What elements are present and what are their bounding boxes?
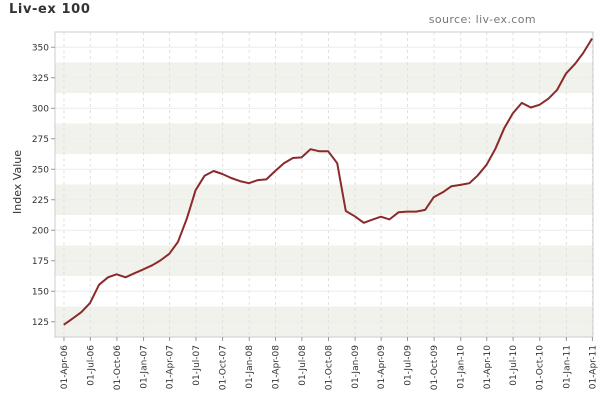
y-tick-label: 250 [32, 165, 49, 175]
series-layer [63, 37, 593, 326]
x-tick-label: 01-Jul-10 [509, 345, 519, 386]
x-tick-label: 01-Oct-09 [430, 345, 440, 390]
y-tick-label: 225 [32, 196, 49, 206]
y-tick-label: 275 [32, 135, 49, 145]
y-tick-label: 325 [32, 74, 49, 84]
chart-title: Liv-ex 100 [9, 2, 91, 17]
x-tick-label: 01-Apr-09 [377, 345, 387, 389]
x-tick-label: 01-Apr-07 [166, 345, 176, 389]
x-tick-label: 01-Apr-11 [588, 345, 598, 389]
x-tick-label: 01-Oct-08 [324, 345, 334, 390]
source-label: source: liv-ex.com [428, 13, 536, 26]
x-axis: 01-Apr-06 01-Jul-06 01-Oct-06 01-Jan-07 01-A… [60, 337, 598, 390]
x-tick-label: 01-Jan-08 [245, 345, 255, 389]
x-tick-label: 01-Jul-08 [298, 345, 308, 386]
x-tick-label: 01-Apr-08 [272, 345, 282, 389]
x-tick-label: 01-Apr-06 [60, 345, 70, 389]
series-line [63, 37, 593, 326]
y-axis-label: Index Value [11, 150, 24, 214]
x-tick-label: 01-Oct-07 [219, 345, 229, 390]
plot-area [54, 31, 594, 338]
x-tick-label: 01-Jan-07 [140, 345, 150, 389]
y-tick-label: 350 [32, 43, 49, 53]
x-tick-label: 01-Jul-06 [86, 345, 96, 386]
y-tick-label: 125 [32, 318, 49, 328]
y-tick-label: 175 [32, 257, 49, 267]
y-axis: 125 150 175 200 225 250 275 300 325 350 [32, 43, 55, 328]
x-tick-label: 01-Jan-09 [351, 345, 361, 389]
y-tick-label: 300 [32, 104, 49, 114]
x-tick-label: 01-Jul-07 [192, 345, 202, 386]
y-tick-label: 200 [32, 226, 49, 236]
x-tick-label: 01-Jul-09 [403, 345, 413, 386]
x-tick-label: 01-Apr-10 [483, 345, 493, 389]
x-tick-label: 01-Jan-10 [457, 345, 467, 389]
x-tick-label: 01-Oct-06 [113, 345, 123, 390]
y-tick-label: 150 [32, 287, 49, 297]
horizontal-grid [55, 46, 593, 323]
x-tick-label: 01-Oct-10 [536, 345, 546, 390]
x-tick-label: 01-Jan-11 [562, 345, 572, 389]
